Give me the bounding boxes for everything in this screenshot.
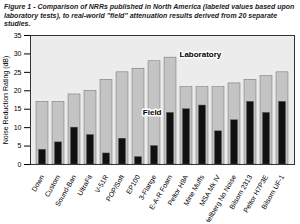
svg-text:Laboratory: Laboratory xyxy=(180,50,222,59)
svg-text:5: 5 xyxy=(18,142,22,149)
svg-text:30: 30 xyxy=(14,50,22,57)
svg-text:Mine Muffs: Mine Muffs xyxy=(182,173,206,207)
svg-text:20: 20 xyxy=(14,87,22,94)
svg-text:Field: Field xyxy=(143,108,162,117)
svg-text:Sound-Ban: Sound-Ban xyxy=(54,173,78,207)
svg-text:Bilsom UF-1: Bilsom UF-1 xyxy=(260,173,285,210)
svg-text:Peltor H9A: Peltor H9A xyxy=(166,173,190,206)
svg-text:Peltor H7P3E: Peltor H7P3E xyxy=(242,173,270,214)
svg-text:35: 35 xyxy=(14,31,22,38)
svg-text:Down: Down xyxy=(30,173,45,192)
svg-text:POP/Soft: POP/Soft xyxy=(105,173,126,202)
svg-text:Custom: Custom xyxy=(43,173,62,198)
svg-text:E-A-R Foam: E-A-R Foam xyxy=(147,173,174,211)
svg-text:UltraFit: UltraFit xyxy=(76,173,93,196)
svg-text:3-Flange: 3-Flange xyxy=(137,173,158,201)
svg-text:10: 10 xyxy=(14,123,22,130)
svg-text:MSA Mk IV: MSA Mk IV xyxy=(197,173,222,207)
svg-text:Bilsom 2313: Bilsom 2313 xyxy=(228,173,254,210)
svg-text:V-51R: V-51R xyxy=(94,173,110,193)
svg-text:15: 15 xyxy=(14,105,22,112)
svg-text:Noise Reduction Rating (dB): Noise Reduction Rating (dB) xyxy=(2,55,10,144)
svg-text:0: 0 xyxy=(18,160,22,167)
svg-text:EP100: EP100 xyxy=(125,173,142,195)
svg-text:25: 25 xyxy=(14,68,22,75)
html-text:Figure 1 - Comparison of NRRs: Figure 1 - Comparison of NRRs published … xyxy=(4,3,295,27)
